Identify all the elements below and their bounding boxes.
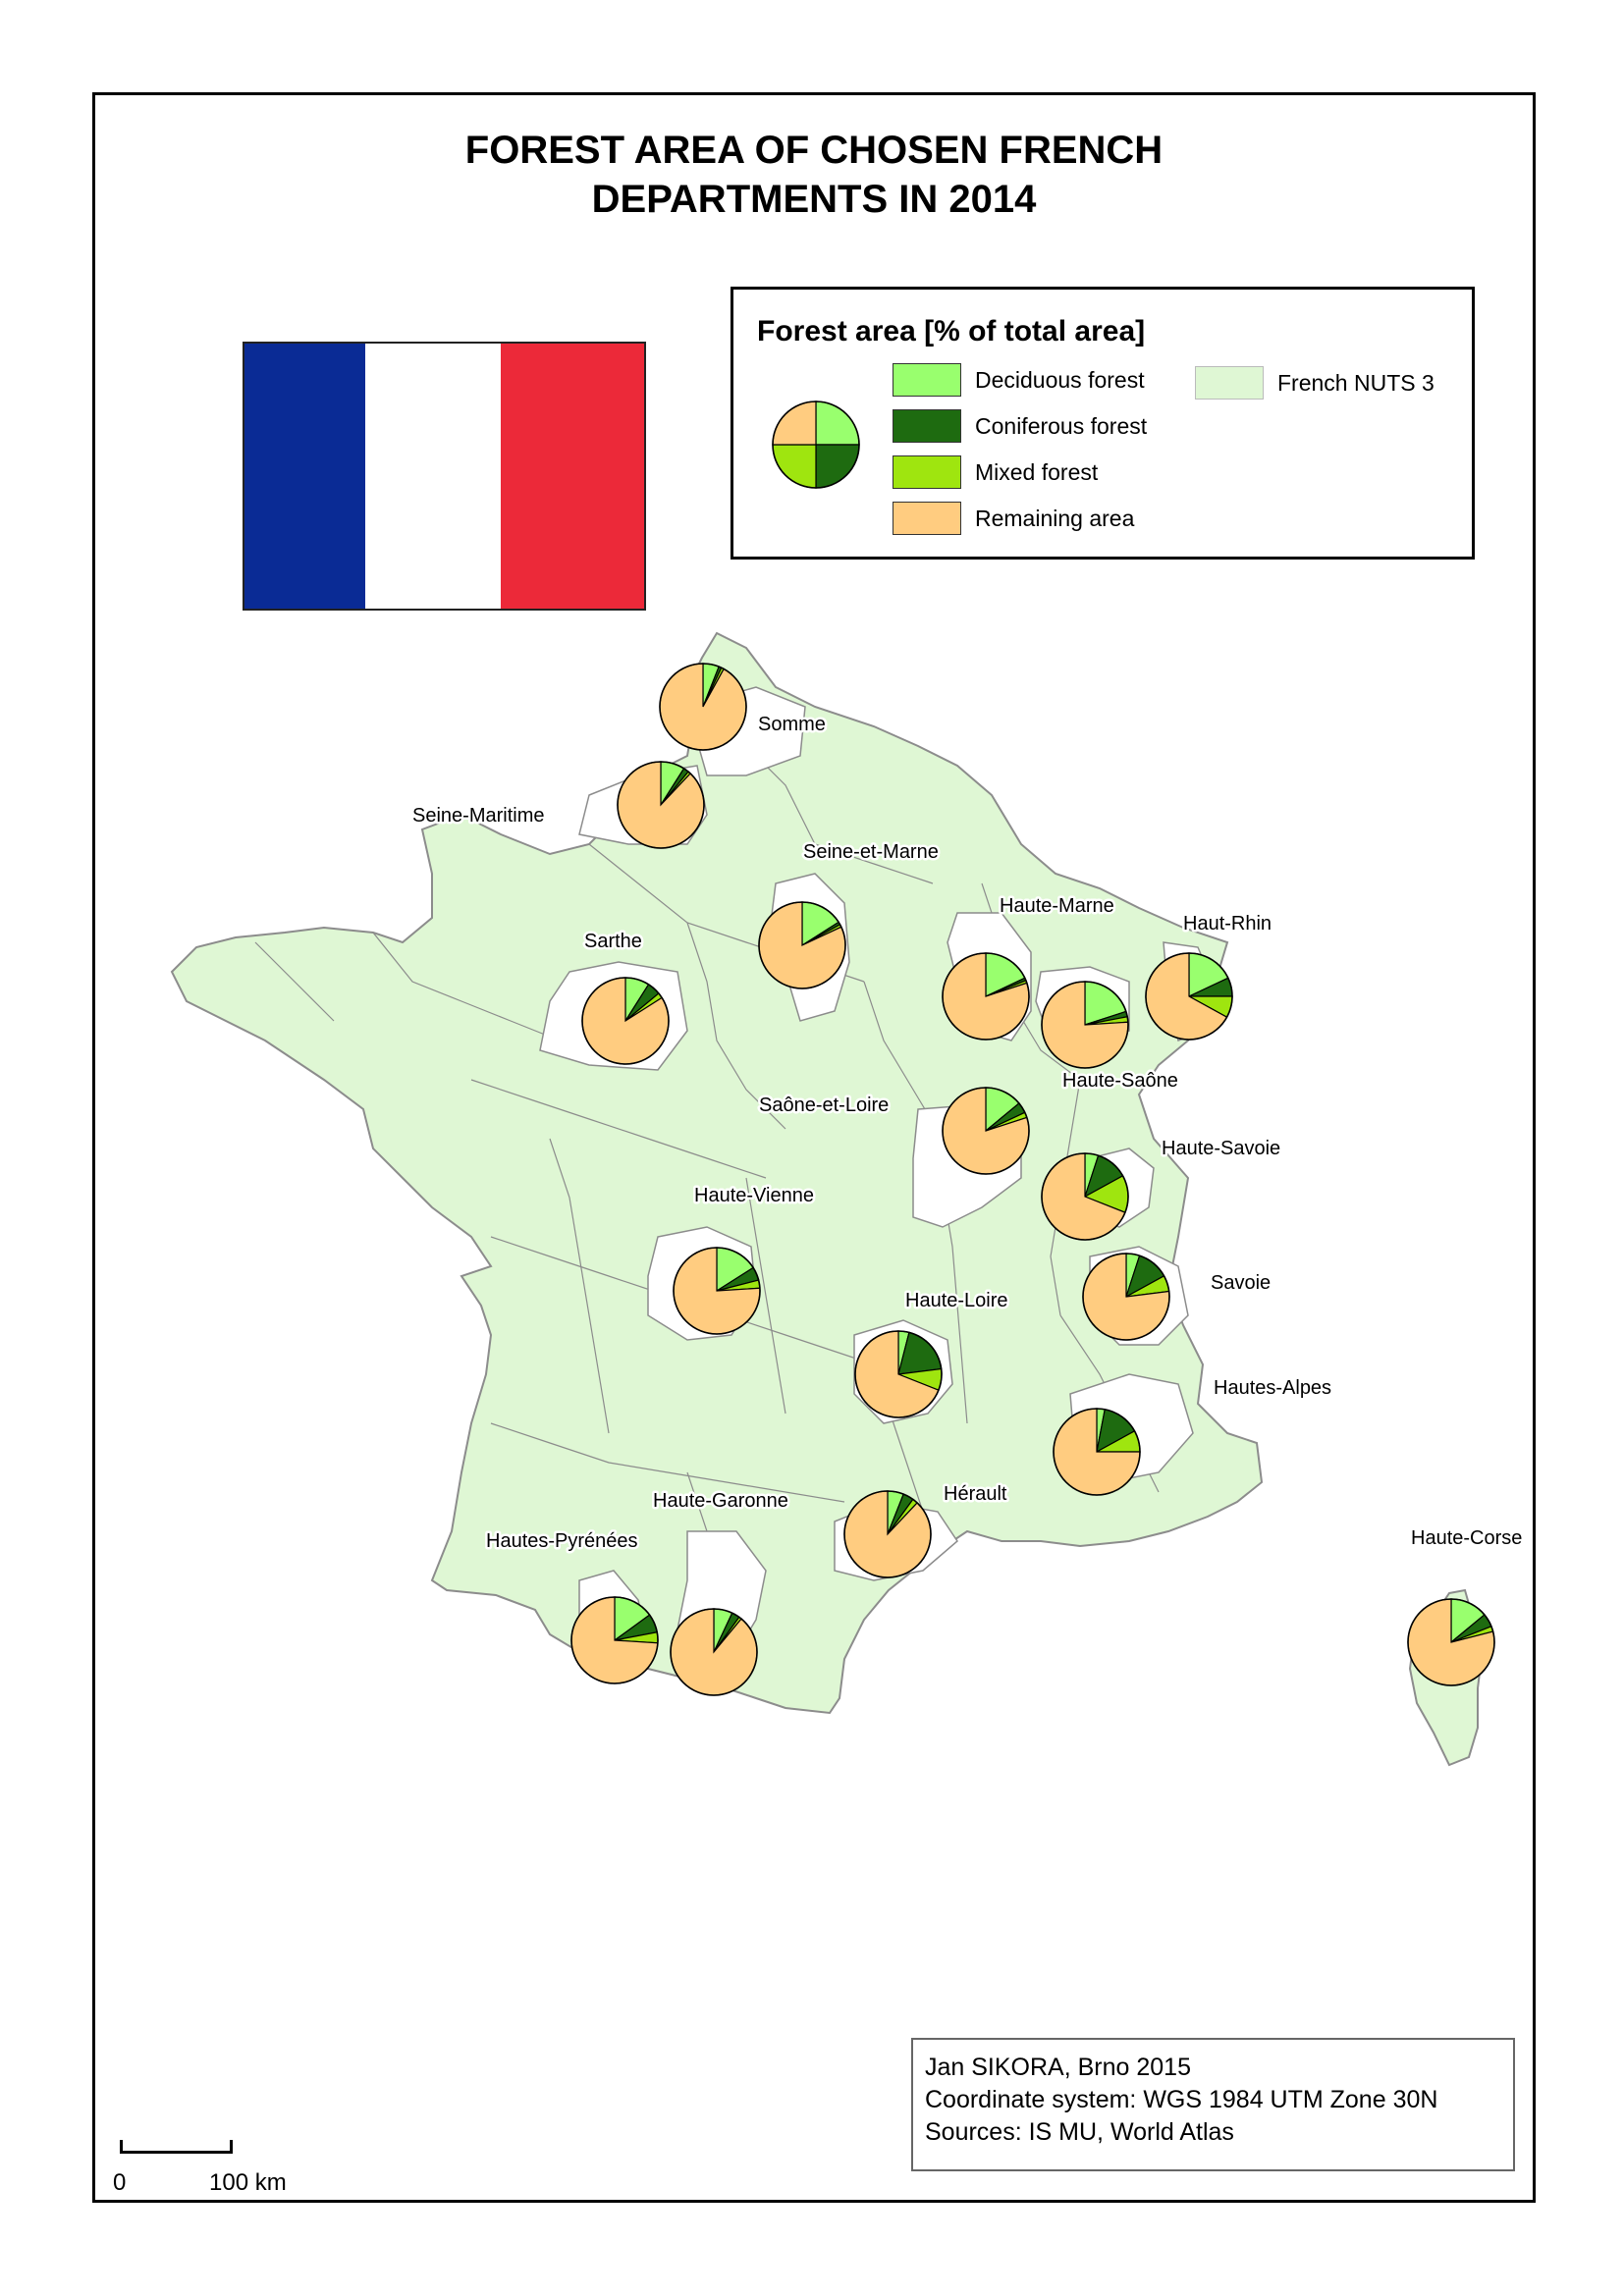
pie-outline-hautes-alpes: [1053, 1408, 1141, 1496]
label-haute-vienne: Haute-Vienne: [694, 1185, 814, 1206]
pie-seine-et-marne: [758, 901, 846, 989]
pie-outline-seine-et-marne: [758, 901, 846, 989]
legend: Forest area [% of total area] Deciduous …: [731, 287, 1475, 560]
pie-saone-et-loire: [942, 1087, 1030, 1175]
legend-item-deciduous: Deciduous forest: [893, 363, 1145, 397]
scale-bar: [120, 2140, 233, 2154]
flag-stripe-white: [365, 344, 501, 609]
pie-haute-vienne: [673, 1247, 761, 1335]
scale-bar-end-label: 100 km: [209, 2169, 287, 2196]
pie-outline-haute-garonne: [670, 1608, 758, 1696]
label-haute-corse: Haute-Corse: [1411, 1527, 1522, 1549]
department-border: [470, 1079, 767, 1179]
legend-item-mixed: Mixed forest: [893, 455, 1098, 489]
department-border: [490, 1422, 845, 1503]
label-haute-saone: Haute-Saône: [1062, 1070, 1178, 1092]
legend-swatch-deciduous: [893, 363, 961, 397]
pie-charts: [570, 663, 1495, 1696]
pie-outline-savoie: [1082, 1253, 1170, 1341]
french-flag: [243, 342, 646, 611]
credits-author: Jan SIKORA, Brno 2015: [925, 2054, 1191, 2081]
pie-hautes-alpes: [1053, 1408, 1141, 1496]
department-border: [372, 932, 561, 1041]
pie-outline-haute-savoie: [1041, 1152, 1129, 1241]
department-border: [254, 941, 335, 1022]
legend-label-nuts3: French NUTS 3: [1277, 369, 1435, 396]
label-herault: Hérault: [944, 1483, 1007, 1505]
credits-crs: Coordinate system: WGS 1984 UTM Zone 30N: [925, 2086, 1438, 2113]
label-haute-garonne: Haute-Garonne: [653, 1490, 788, 1512]
legend-item-coniferous: Coniferous forest: [893, 409, 1147, 443]
pie-somme: [659, 663, 747, 751]
pie-savoie: [1082, 1253, 1170, 1341]
pie-haute-corse: [1407, 1598, 1495, 1686]
pie-haute-savoie: [1041, 1152, 1129, 1241]
department-border: [745, 745, 934, 884]
map-title-line-1: FOREST AREA OF CHOSEN FRENCH: [464, 129, 1164, 172]
label-haut-rhin: Haut-Rhin: [1183, 913, 1272, 934]
department-labels: Somme Seine-Maritime Seine-et-Marne Sarthe H…: [410, 712, 1525, 1555]
pie-sarthe: [581, 977, 670, 1065]
pie-outline-seine-maritime: [617, 761, 705, 849]
label-saone-et-loire: Saône-et-Loire: [759, 1095, 889, 1116]
department-border: [549, 1138, 610, 1434]
flag-stripe-red: [501, 344, 644, 609]
label-hautes-alpes: Hautes-Alpes: [1214, 1377, 1331, 1399]
flag-stripe-blue: [244, 344, 365, 609]
pie-outline-sarthe: [581, 977, 670, 1065]
pie-outline-haute-marne: [942, 952, 1030, 1041]
map-title-line-2: DEPARTMENTS IN 2014: [591, 178, 1037, 221]
pie-haute-loire: [854, 1330, 943, 1418]
legend-swatch-nuts3: [1195, 366, 1264, 400]
legend-swatch-mixed: [893, 455, 961, 489]
legend-label-remaining: Remaining area: [975, 505, 1135, 531]
pie-outline-haute-loire: [854, 1330, 943, 1418]
label-haute-loire: Haute-Loire: [905, 1290, 1008, 1311]
label-somme: Somme: [758, 714, 826, 735]
label-seine-et-marne: Seine-et-Marne: [803, 841, 939, 863]
pie-outline-legend: [772, 400, 860, 489]
pie-haut-rhin: [1145, 952, 1233, 1041]
pie-outline-haute-vienne: [673, 1247, 761, 1335]
label-haute-marne: Haute-Marne: [1000, 895, 1114, 917]
legend-title: Forest area [% of total area]: [757, 315, 1146, 347]
legend-label-mixed: Mixed forest: [975, 458, 1099, 485]
legend-swatch-remaining: [893, 502, 961, 535]
map-frame: [92, 92, 1536, 2203]
label-hautes-pyrenees: Hautes-Pyrénées: [486, 1530, 638, 1552]
legend-pie-symbol: [772, 400, 860, 489]
pie-haute-marne: [942, 952, 1030, 1041]
legend-swatch-coniferous: [893, 409, 961, 443]
legend-label-deciduous: Deciduous forest: [975, 366, 1145, 393]
pie-haute-saone: [1041, 981, 1129, 1069]
pie-haute-garonne: [670, 1608, 758, 1696]
credits-sources: Sources: IS MU, World Atlas: [925, 2118, 1234, 2146]
pie-outline-haute-corse: [1407, 1598, 1495, 1686]
pie-seine-maritime: [617, 761, 705, 849]
legend-label-coniferous: Coniferous forest: [975, 412, 1148, 439]
credits-box: Jan SIKORA, Brno 2015 Coordinate system:…: [911, 2038, 1515, 2171]
france-land: [170, 631, 1485, 1767]
pie-outline-somme: [659, 663, 747, 751]
pie-outline-haut-rhin: [1145, 952, 1233, 1041]
pie-hautes-pyrenees: [570, 1596, 659, 1684]
pie-outline-herault: [843, 1490, 932, 1578]
department-border: [686, 922, 786, 1130]
legend-item-nuts3: French NUTS 3: [1195, 366, 1435, 400]
legend-item-remaining: Remaining area: [893, 502, 1134, 535]
pie-herault: [843, 1490, 932, 1578]
label-sarthe: Sarthe: [584, 931, 642, 952]
scale-bar-start-label: 0: [113, 2169, 127, 2196]
pie-outline-hautes-pyrenees: [570, 1596, 659, 1684]
department-border: [745, 1177, 786, 1415]
pie-outline-haute-saone: [1041, 981, 1129, 1069]
label-seine-maritime: Seine-Maritime: [412, 805, 544, 827]
pie-outline-saone-et-loire: [942, 1087, 1030, 1175]
label-haute-savoie: Haute-Savoie: [1162, 1138, 1280, 1159]
label-savoie: Savoie: [1211, 1272, 1271, 1294]
map-title: FOREST AREA OF CHOSEN FRENCH DEPARTMENTS…: [92, 126, 1536, 224]
